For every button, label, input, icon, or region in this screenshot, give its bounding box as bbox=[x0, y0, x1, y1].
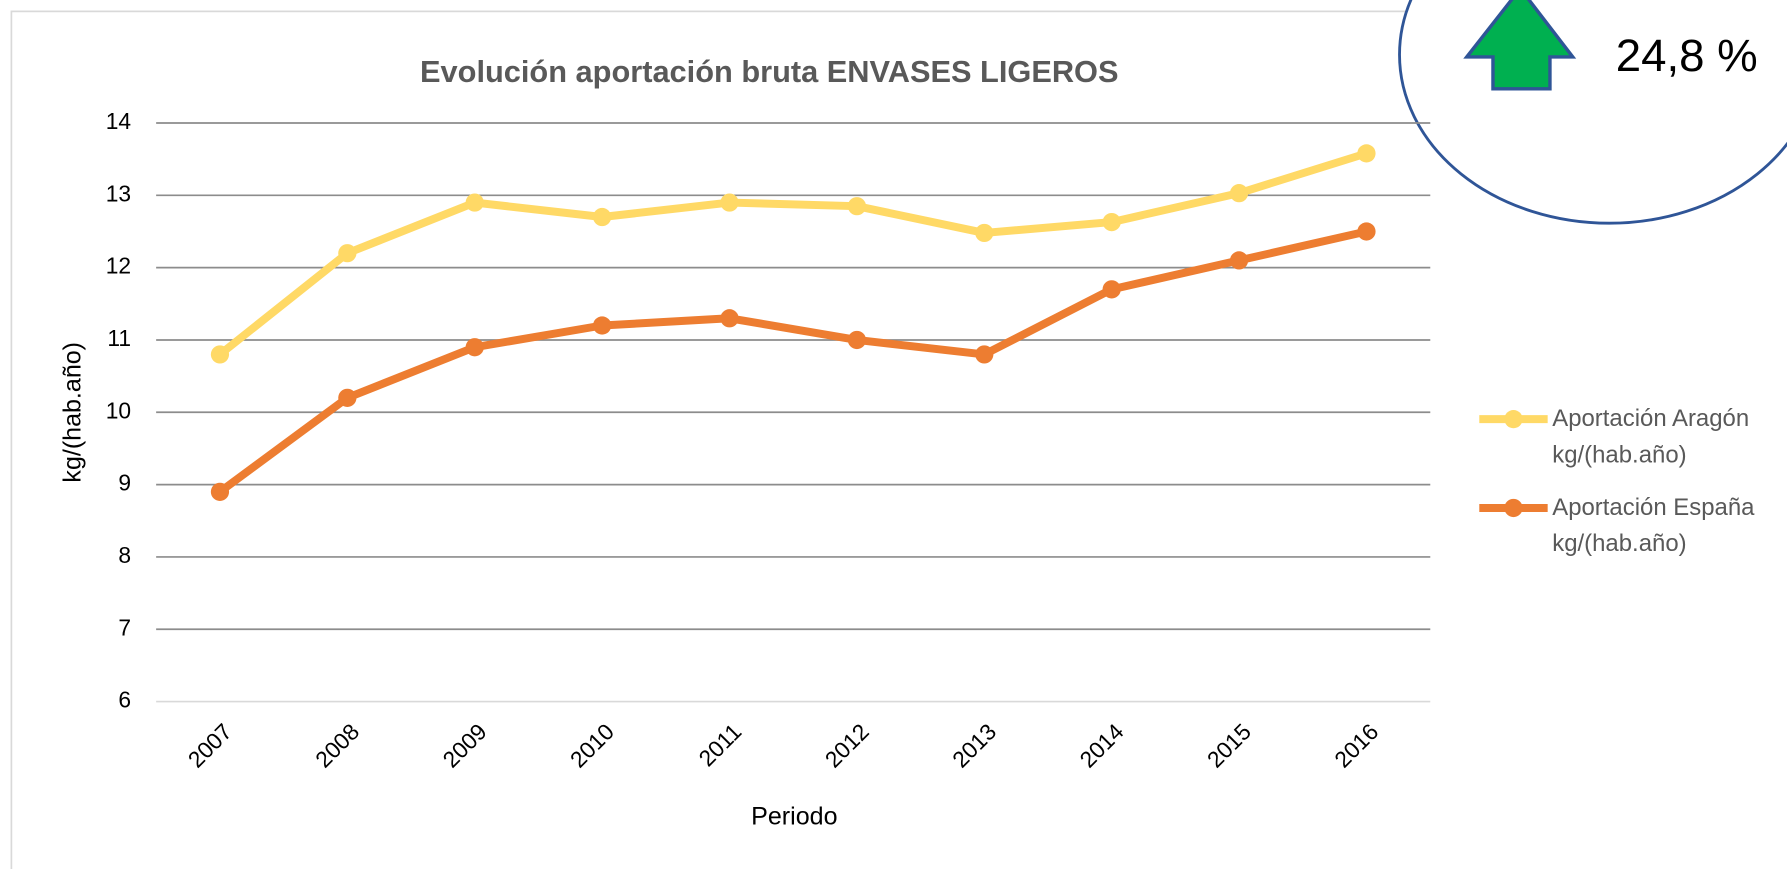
y-axis-title: kg/(hab.año) bbox=[59, 342, 87, 483]
y-tick-label: 11 bbox=[107, 325, 131, 351]
data-point bbox=[338, 388, 357, 407]
up-arrow bbox=[1463, 0, 1577, 91]
data-point bbox=[1102, 280, 1121, 299]
y-tick-label: 7 bbox=[118, 614, 131, 640]
data-point bbox=[210, 345, 230, 364]
annotation-text: 24,8 % bbox=[1616, 30, 1758, 81]
y-tick-label: 13 bbox=[106, 180, 131, 206]
data-point bbox=[847, 330, 867, 350]
y-tick-label: 6 bbox=[118, 687, 131, 713]
series-line bbox=[217, 149, 1368, 358]
data-point bbox=[338, 244, 357, 263]
legend-label: Aportación España kg/(hab.año) bbox=[1552, 494, 1755, 557]
data-point bbox=[465, 193, 484, 212]
data-point bbox=[210, 482, 230, 501]
data-point bbox=[1102, 212, 1121, 232]
data-point bbox=[975, 345, 994, 364]
legend-entry: Aportación Aragón kg/(hab.año) bbox=[1552, 405, 1750, 469]
data-point bbox=[1229, 184, 1249, 203]
data-point bbox=[1357, 222, 1376, 241]
series-line bbox=[217, 227, 1368, 496]
legend-swatch-marker bbox=[1504, 410, 1523, 429]
x-axis-title: Periodo bbox=[751, 802, 837, 830]
data-point bbox=[720, 309, 739, 328]
legend-label: Aportación Aragón kg/(hab.año) bbox=[1552, 405, 1750, 469]
y-tick-label: 10 bbox=[106, 397, 131, 423]
data-point bbox=[465, 338, 484, 357]
data-point bbox=[847, 197, 867, 216]
data-point bbox=[720, 193, 739, 212]
y-tick-label: 8 bbox=[118, 542, 131, 568]
chart-title: Evolución aportación bruta ENVASES LIGER… bbox=[420, 54, 1118, 89]
data-point bbox=[1229, 251, 1249, 270]
legend-entry: Aportación España kg/(hab.año) bbox=[1552, 494, 1755, 557]
legend-swatch-marker bbox=[1504, 498, 1523, 518]
data-point bbox=[1357, 144, 1376, 163]
y-tick-label: 14 bbox=[106, 108, 131, 134]
data-point bbox=[593, 316, 612, 335]
y-tick-label: 12 bbox=[106, 253, 131, 279]
data-point bbox=[975, 223, 994, 243]
data-point bbox=[593, 207, 612, 227]
y-tick-label: 9 bbox=[118, 470, 131, 496]
